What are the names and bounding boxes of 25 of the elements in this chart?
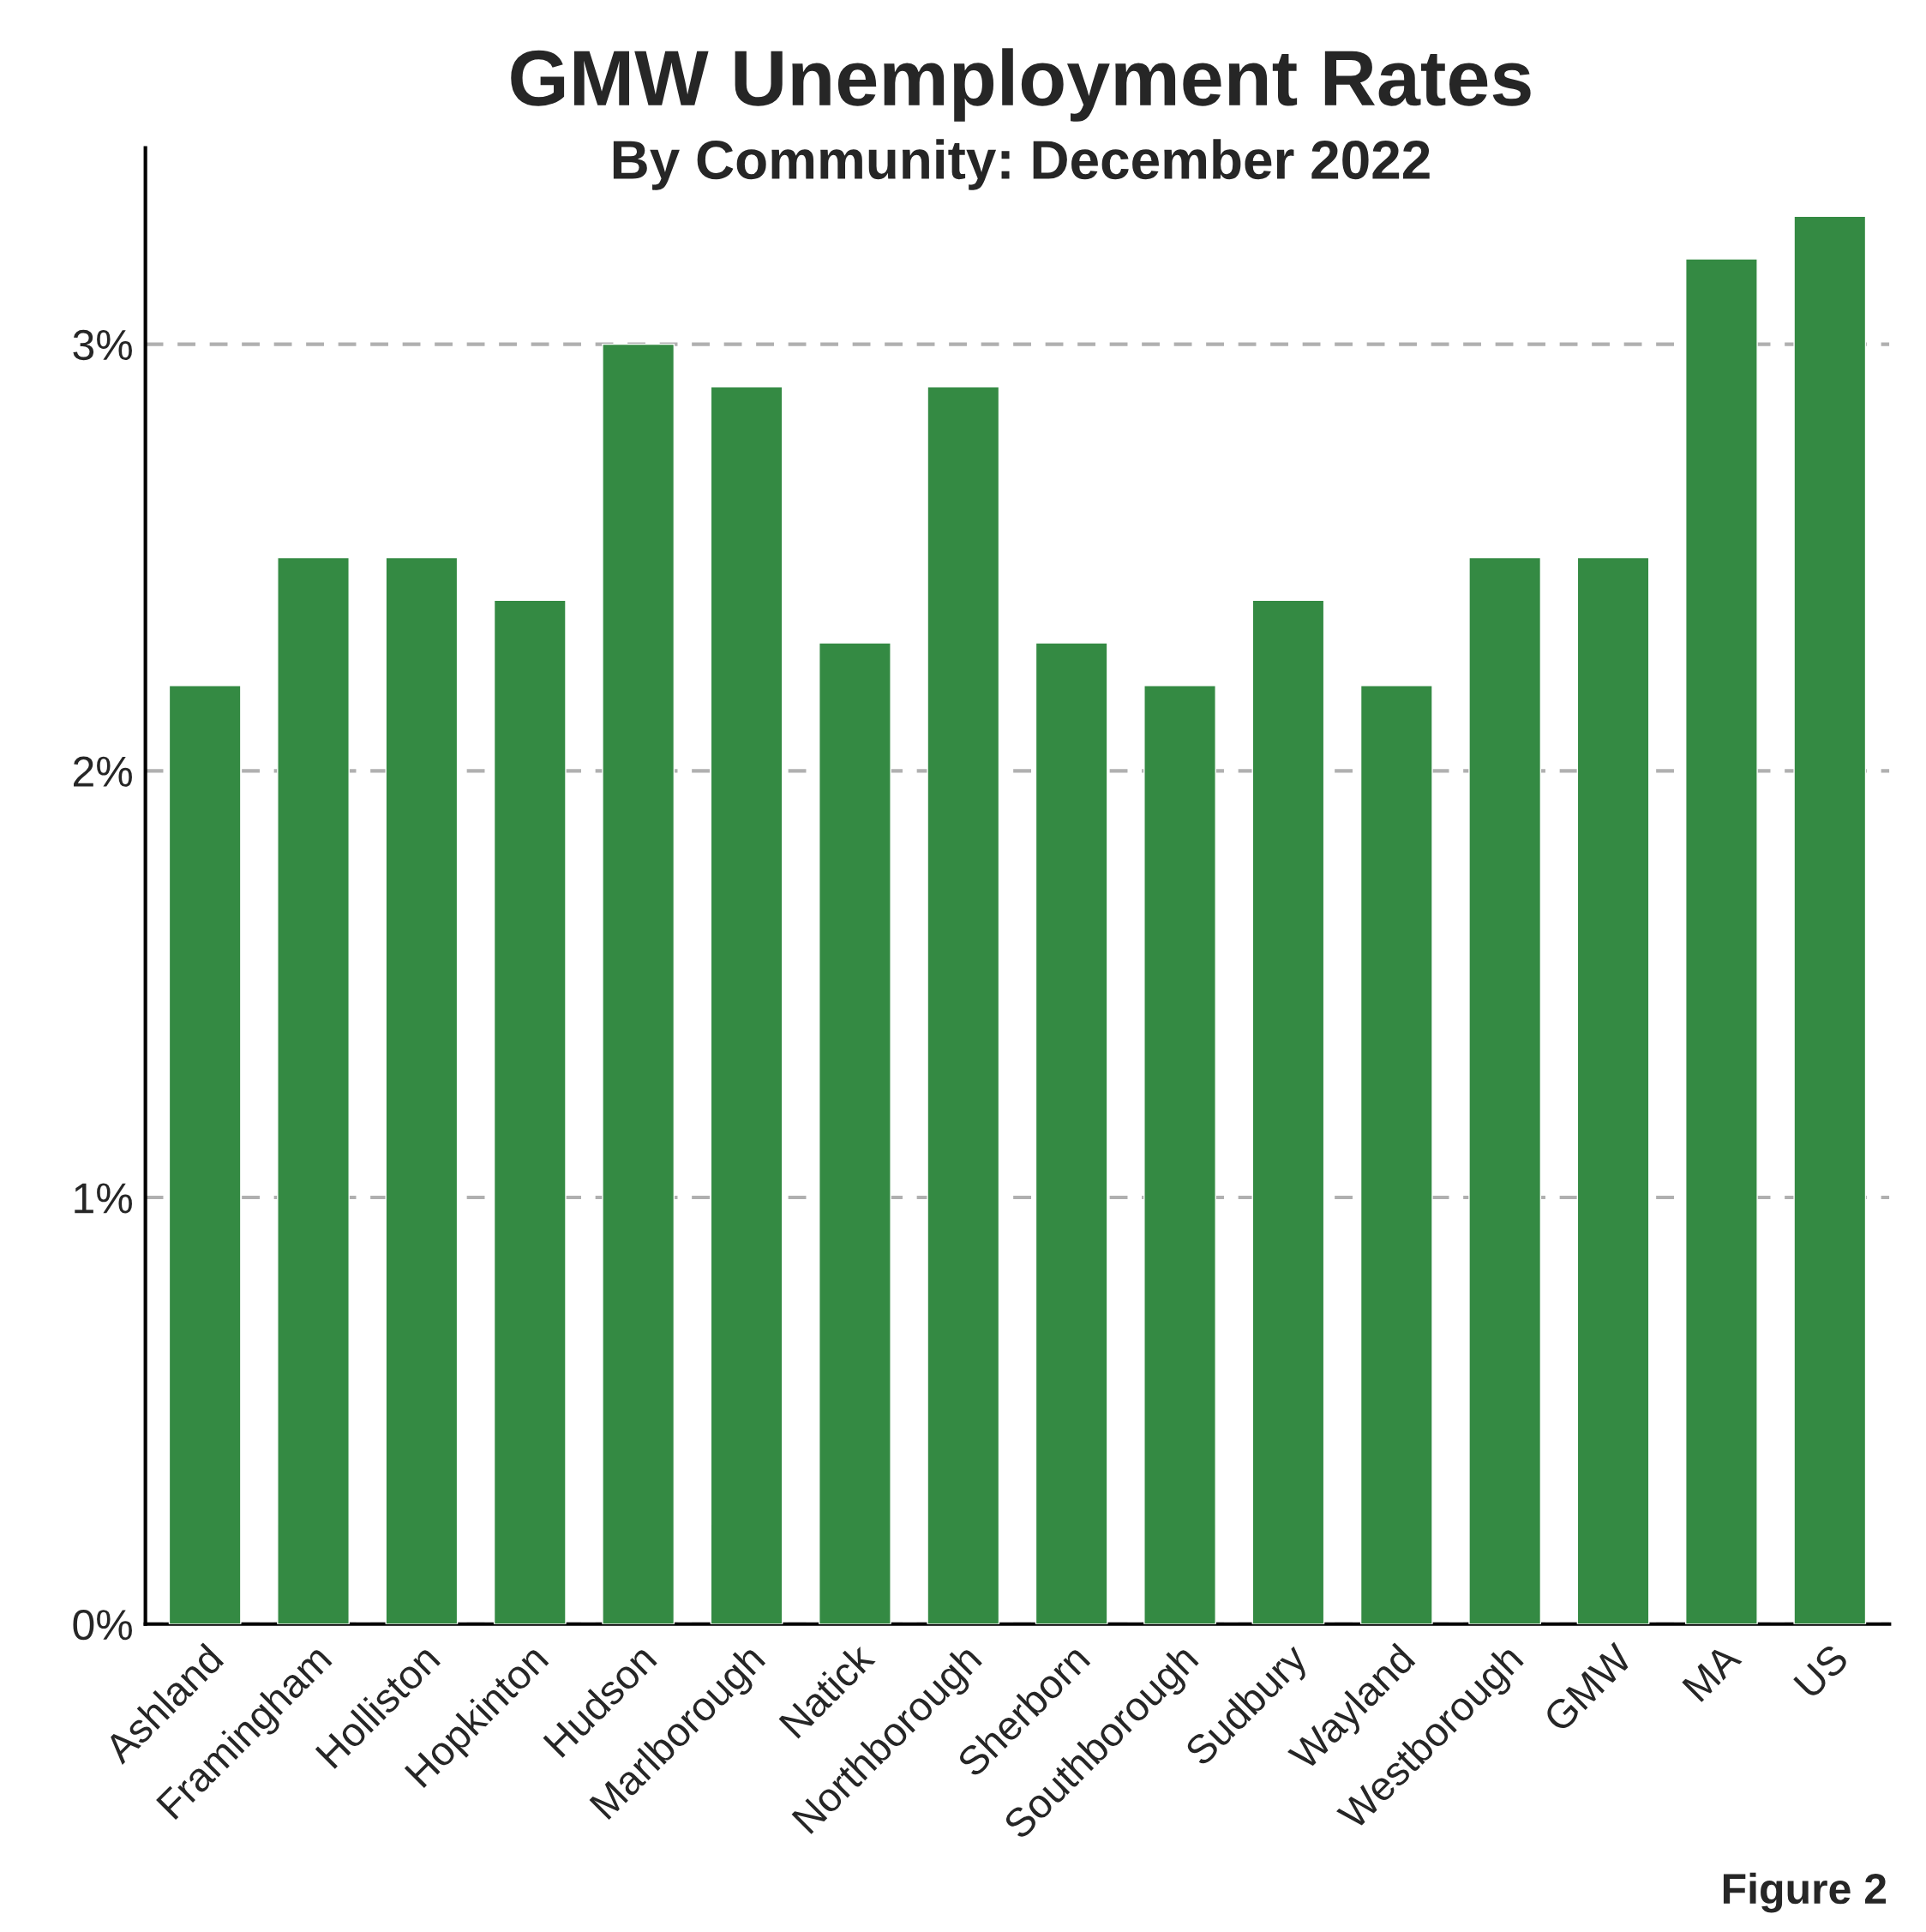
chart-title: GMW Unemployment Rates <box>511 48 1531 122</box>
bar <box>1035 642 1108 1624</box>
bar <box>819 642 891 1624</box>
bar <box>1143 685 1216 1624</box>
y-tick-label: 2% <box>74 756 132 787</box>
bar <box>385 556 459 1624</box>
bar <box>493 599 567 1624</box>
y-tick-label: 3% <box>73 329 132 361</box>
bar <box>927 386 1000 1624</box>
y-tick-label: 0% <box>73 1609 132 1641</box>
bar <box>277 556 350 1624</box>
bar <box>710 386 783 1624</box>
bar <box>1685 258 1758 1624</box>
x-tick-label: US <box>1792 1642 1850 1700</box>
chart-subtitle: By Community: December 2022 <box>613 139 1430 190</box>
y-tick-label: 1% <box>75 1183 132 1214</box>
x-tick-label: MA <box>1682 1641 1743 1702</box>
bar <box>1576 556 1650 1624</box>
bar <box>168 685 242 1624</box>
bar <box>602 343 675 1624</box>
caption: Figure 2 <box>1723 1872 1887 1913</box>
bar <box>1793 215 1867 1624</box>
bar <box>1468 556 1542 1624</box>
bar <box>1251 599 1325 1624</box>
bar <box>1359 685 1433 1624</box>
